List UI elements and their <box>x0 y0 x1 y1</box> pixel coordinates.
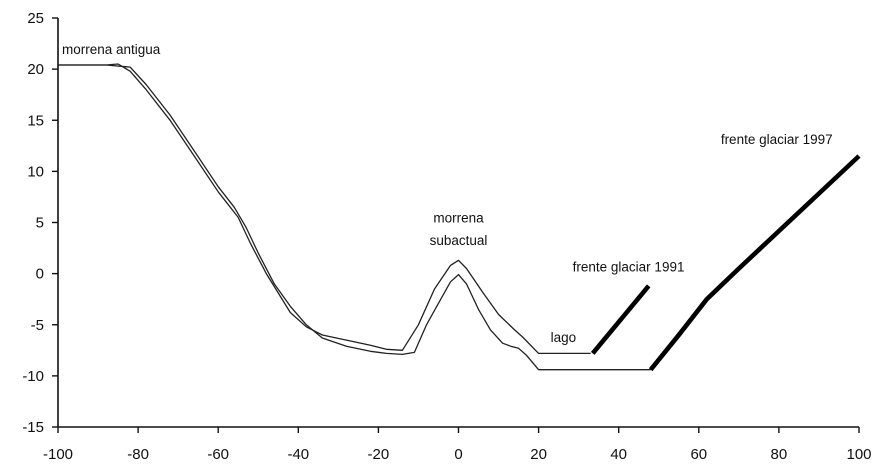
annotation-label: frente glaciar 1991 <box>573 260 685 275</box>
series-layer <box>58 63 861 372</box>
x-tick-label: 100 <box>846 446 871 463</box>
y-tick-label: 5 <box>36 215 44 232</box>
x-tick-label: 60 <box>690 446 707 463</box>
y-tick-label: 15 <box>27 112 44 129</box>
profile-line <box>58 64 651 371</box>
annotation-label: frente glaciar 1997 <box>721 132 833 147</box>
y-tick-label: -5 <box>31 317 44 334</box>
x-tick-label: 40 <box>610 446 627 463</box>
x-tick-label: -100 <box>43 446 73 463</box>
x-tick-label: -80 <box>127 446 149 463</box>
x-tick-label: 20 <box>530 446 547 463</box>
x-tick-label: 80 <box>771 446 788 463</box>
y-tick-label: 20 <box>27 61 44 78</box>
annotation-label: morrena antigua <box>62 42 161 57</box>
y-tick-label: 0 <box>36 266 44 283</box>
x-tick-label: -40 <box>287 446 309 463</box>
y-tick-label: 25 <box>27 10 44 27</box>
x-tick-label: 0 <box>454 446 462 463</box>
y-tick-label: 10 <box>27 163 44 180</box>
x-tick-label: -20 <box>368 446 390 463</box>
ticks: -15 -10 -5 0 5 10 15 20 25 -100 -80 -60 -40 -20 0 20 40 6… <box>22 10 871 463</box>
annotation-label: morrena <box>433 211 484 226</box>
annotations: morrena antigua morrena subactual lago frent… <box>62 42 833 345</box>
glacier-front-line <box>590 284 651 355</box>
glacier-front-line <box>648 154 861 372</box>
y-tick-label: -15 <box>22 419 44 436</box>
y-tick-label: -10 <box>22 368 44 385</box>
annotation-label: lago <box>551 330 577 345</box>
x-tick-label: -60 <box>207 446 229 463</box>
annotation-label: subactual <box>430 233 488 248</box>
profile-line <box>58 63 591 355</box>
